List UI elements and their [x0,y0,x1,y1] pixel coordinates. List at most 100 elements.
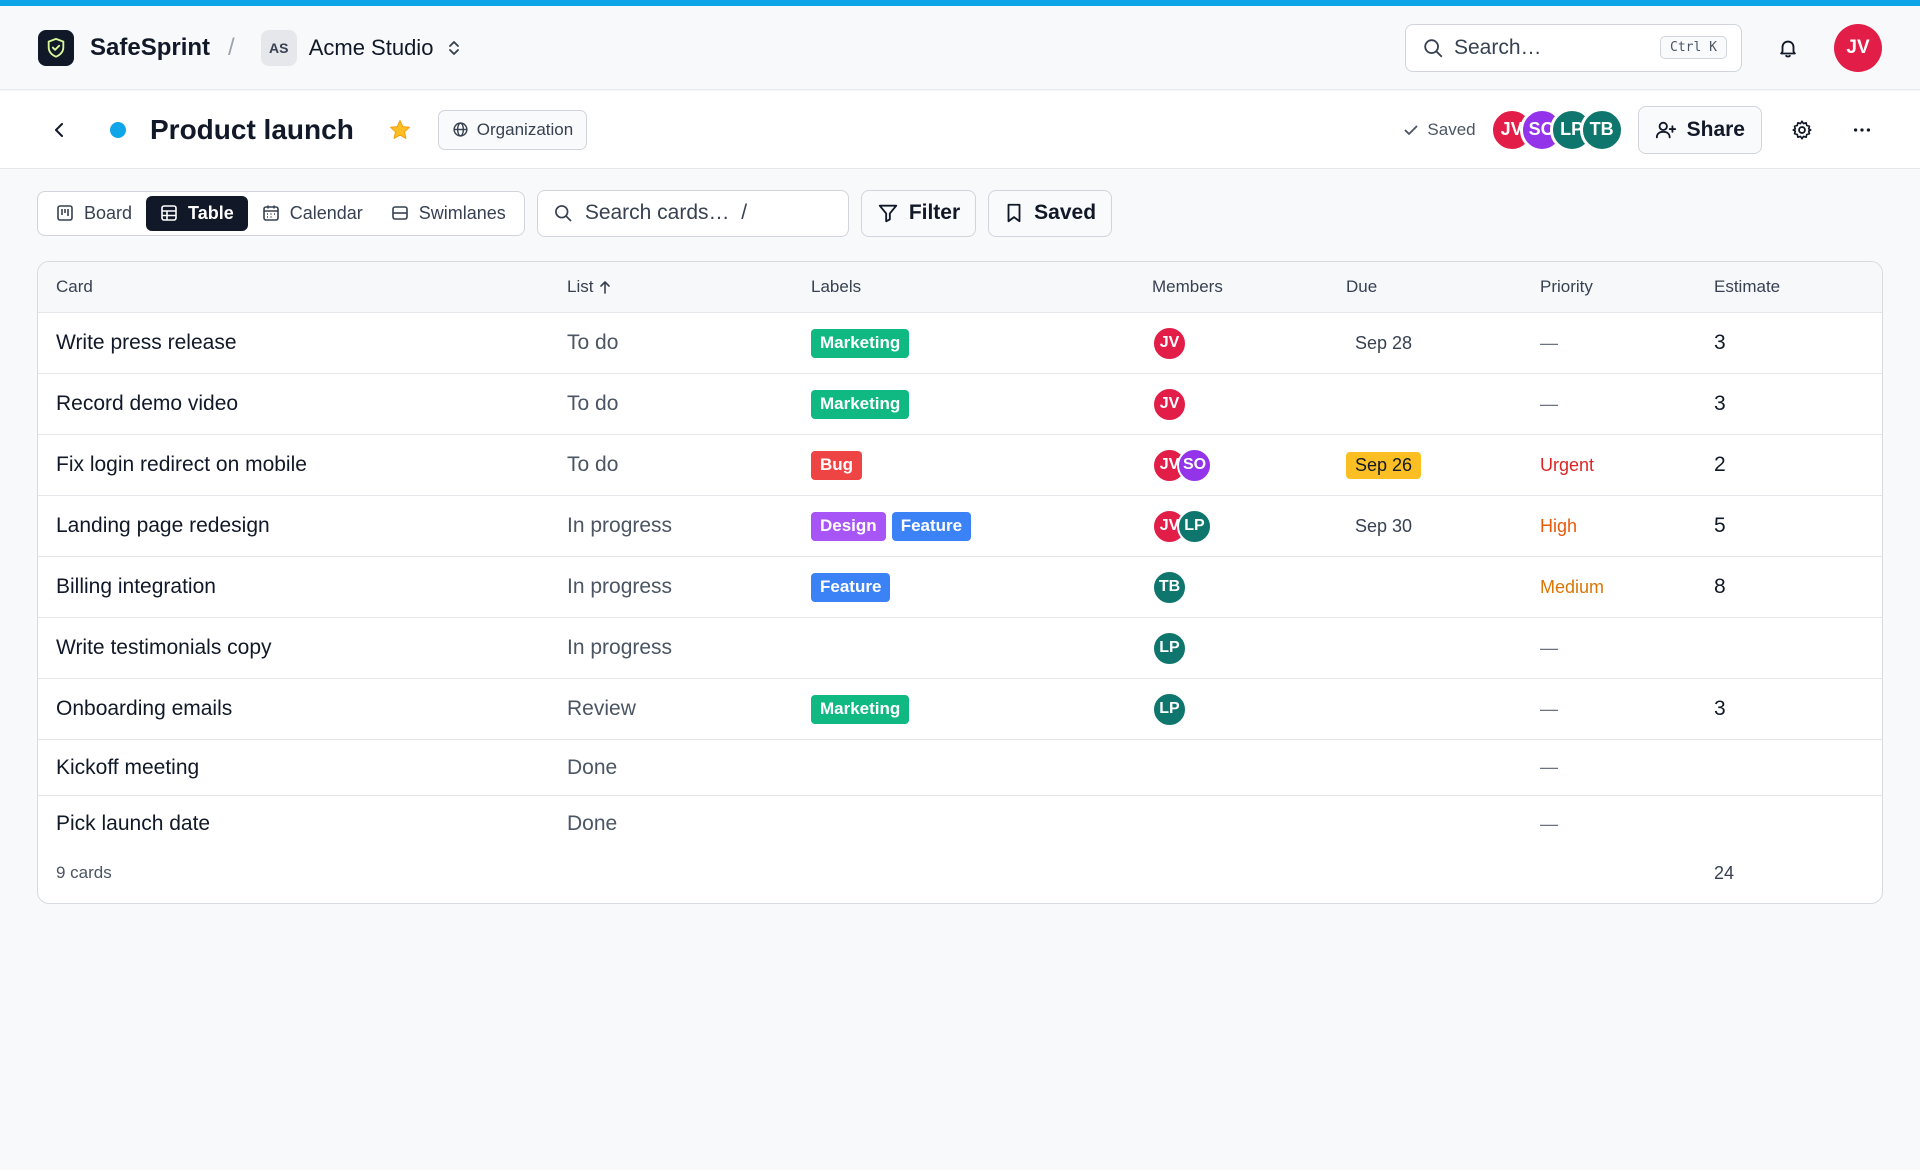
label-chip[interactable]: Bug [811,450,863,480]
workspace-avatar[interactable]: AS [260,29,297,66]
member-avatar[interactable]: TB [1152,569,1187,605]
tab-table[interactable]: Table [146,195,248,231]
filter-icon [878,204,897,223]
member-avatar[interactable]: SO [1177,447,1212,483]
column-header-labels[interactable]: Labels [811,277,862,296]
app-header: SafeSprint / AS Acme Studio Search… Ctrl… [0,6,1920,90]
card-title[interactable]: Write testimonials copy [56,636,272,659]
card-list: To do [567,331,619,354]
board-members[interactable]: JV SO LP TB [1489,107,1624,152]
brand-name[interactable]: SafeSprint [90,33,211,61]
due-date-badge[interactable]: Sep 28 [1355,332,1413,353]
due-date-badge[interactable]: Sep 30 [1355,515,1413,536]
card-title[interactable]: Onboarding emails [56,697,233,720]
table-row[interactable]: Landing page redesign In progress Design Fe… [38,496,1882,557]
card-title[interactable]: Landing page redesign [56,514,270,537]
user-avatar[interactable]: JV [1834,23,1882,72]
card-priority: High [1540,496,1577,556]
card-title[interactable]: Kickoff meeting [56,755,200,779]
member-avatar[interactable]: TB [1579,107,1624,152]
tab-swimlanes[interactable]: Swimlanes [377,196,520,231]
card-list: To do [567,453,619,476]
tab-board-label: Board [84,202,133,223]
member-avatar[interactable]: JV [1152,386,1187,422]
table-row[interactable]: Write testimonials copy In progress LP — [38,618,1882,679]
card-list: Done [567,755,618,779]
priority-value: High [1540,515,1578,536]
card-title[interactable]: Record demo video [56,392,239,415]
table-row[interactable]: Write press release To do Marketing JV Sep 2… [38,313,1882,374]
label-chip[interactable]: Marketing [811,389,910,419]
card-members: TB [1152,557,1187,617]
search-icon [554,205,572,222]
card-title[interactable]: Pick launch date [56,812,211,835]
column-header-list[interactable]: List [567,262,611,312]
cards-table: Card List Labels Members Due Priority Es… [37,261,1883,904]
gear-icon[interactable] [1782,110,1822,150]
card-members: JV [1152,374,1187,434]
table-row[interactable]: Onboarding emails Review Marketing LP — 3 [38,679,1882,740]
label-chip[interactable]: Feature [811,572,891,602]
card-labels: Marketing [811,313,915,373]
card-priority: — [1540,740,1558,795]
table-row[interactable]: Pick launch date Done — [38,796,1882,852]
column-header-due[interactable]: Due [1346,277,1378,296]
card-list: In progress [567,514,673,537]
label-chip[interactable]: Feature [891,511,972,541]
filter-button[interactable]: Filter [860,189,977,237]
bookmark-icon [1007,203,1021,223]
star-icon[interactable] [388,118,412,142]
visibility-button[interactable]: Organization [437,109,588,150]
column-header-card[interactable]: Card [56,277,93,296]
share-button[interactable]: Share [1637,105,1762,154]
table-row[interactable]: Kickoff meeting Done — [38,740,1882,796]
member-avatar[interactable]: LP [1152,630,1187,666]
column-header-estimate[interactable]: Estimate [1714,277,1781,296]
table-row[interactable]: Fix login redirect on mobile To do Bug JV SO… [38,435,1882,496]
column-header-priority[interactable]: Priority [1540,277,1593,296]
card-list: Done [567,812,618,835]
saved-views-button[interactable]: Saved [988,189,1113,237]
tab-swimlanes-label: Swimlanes [418,202,506,223]
more-horizontal-icon[interactable] [1842,110,1882,150]
view-switcher: Board Table Calendar Swimlanes [37,190,525,236]
card-due: Sep 26 [1346,435,1422,495]
sort-ascending-icon [600,281,611,294]
card-title[interactable]: Fix login redirect on mobile [56,453,307,476]
table-header-row: Card List Labels Members Due Priority Es… [38,262,1882,313]
saved-status: Saved [1403,120,1476,140]
member-avatar[interactable]: JV [1152,325,1187,361]
card-search-input[interactable]: Search cards… / [536,189,849,237]
top-accent-bar [0,0,1920,6]
card-priority: — [1540,796,1558,852]
chevron-up-down-icon[interactable] [447,38,461,58]
card-members: LP [1152,679,1187,739]
share-label: Share [1686,117,1745,141]
due-date-badge[interactable]: Sep 26 [1346,451,1422,479]
card-priority: — [1540,618,1558,678]
table-row[interactable]: Record demo video To do Marketing JV — 3 [38,374,1882,435]
back-arrow-icon[interactable] [48,118,72,142]
tab-board[interactable]: Board [42,196,146,231]
table-icon [161,205,177,221]
shield-logo-icon[interactable] [38,29,74,66]
card-priority: Urgent [1540,435,1594,495]
label-chip[interactable]: Marketing [811,328,910,358]
label-chip[interactable]: Design [811,511,886,541]
workspace-name[interactable]: Acme Studio [308,34,434,60]
global-search-input[interactable]: Search… Ctrl K [1405,23,1742,72]
saved-views-label: Saved [1034,201,1097,224]
tab-calendar[interactable]: Calendar [248,196,377,231]
table-row[interactable]: Billing integration In progress Feature TB M… [38,557,1882,618]
page-title[interactable]: Product launch [150,113,354,145]
board-header: Product launch Organization Saved JV SO … [0,91,1920,169]
bell-icon[interactable] [1768,28,1808,68]
card-title[interactable]: Write press release [56,331,237,354]
priority-value: — [1540,637,1558,658]
card-title[interactable]: Billing integration [56,575,216,598]
label-chip[interactable]: Marketing [811,694,910,724]
member-avatar[interactable]: LP [1152,691,1187,727]
column-header-members[interactable]: Members [1152,277,1223,296]
card-estimate: 3 [1714,392,1726,415]
member-avatar[interactable]: LP [1177,508,1212,544]
